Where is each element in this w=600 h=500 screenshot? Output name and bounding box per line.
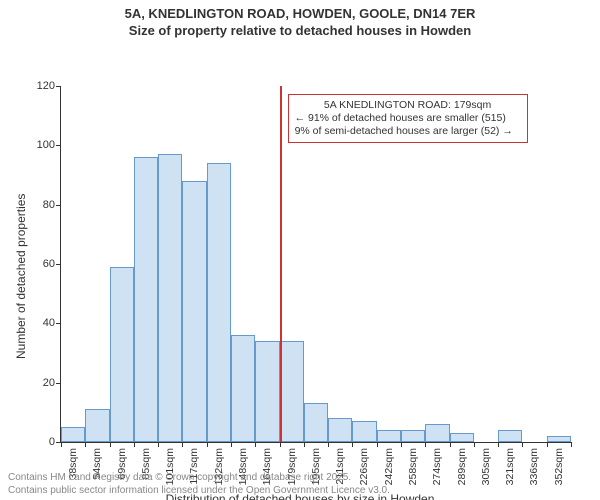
footer-line-1: Contains HM Land Registry data © Crown c… xyxy=(8,472,390,485)
x-tick xyxy=(498,442,499,447)
histogram-bar xyxy=(450,433,474,442)
x-tick xyxy=(255,442,256,447)
histogram-bar xyxy=(134,157,158,442)
footer-line-2: Contains public sector information licen… xyxy=(8,485,390,498)
y-tick-label: 100 xyxy=(37,139,61,151)
histogram-bar xyxy=(255,341,279,442)
x-tick xyxy=(304,442,305,447)
histogram-bar xyxy=(377,430,401,442)
callout-line: ← 91% of detached houses are smaller (51… xyxy=(295,112,521,125)
y-axis-label: Number of detached properties xyxy=(14,194,28,359)
x-tick-label: 289sqm xyxy=(456,448,468,485)
x-tick xyxy=(61,442,62,447)
attribution-footer: Contains HM Land Registry data © Crown c… xyxy=(8,472,390,497)
y-tick-label: 40 xyxy=(43,317,61,329)
x-tick xyxy=(571,442,572,447)
histogram-bar xyxy=(158,154,182,442)
x-tick-label: 258sqm xyxy=(407,448,419,485)
histogram-bar xyxy=(352,421,376,442)
x-tick xyxy=(401,442,402,447)
x-tick xyxy=(110,442,111,447)
x-tick xyxy=(352,442,353,447)
title-line-1: 5A, KNEDLINGTON ROAD, HOWDEN, GOOLE, DN1… xyxy=(0,6,600,21)
histogram-bar xyxy=(401,430,425,442)
x-tick-label: 274sqm xyxy=(431,448,443,485)
x-tick-label: 336sqm xyxy=(528,448,540,485)
y-tick-label: 120 xyxy=(37,80,61,92)
x-tick xyxy=(474,442,475,447)
x-tick xyxy=(231,442,232,447)
x-tick xyxy=(207,442,208,447)
histogram-bar xyxy=(547,436,571,442)
histogram-bar xyxy=(231,335,255,442)
histogram-bar xyxy=(280,341,304,442)
y-tick-label: 0 xyxy=(49,436,61,448)
histogram-bar xyxy=(61,427,85,442)
x-tick xyxy=(547,442,548,447)
x-tick-label: 352sqm xyxy=(553,448,565,485)
title-line-2: Size of property relative to detached ho… xyxy=(0,23,600,38)
x-tick xyxy=(158,442,159,447)
histogram-bar xyxy=(182,181,206,442)
histogram-bar xyxy=(498,430,522,442)
x-tick xyxy=(450,442,451,447)
x-tick xyxy=(425,442,426,447)
histogram-bar xyxy=(207,163,231,442)
callout-line: 5A KNEDLINGTON ROAD: 179sqm xyxy=(295,99,521,112)
property-marker-line xyxy=(280,86,282,442)
callout-line: 9% of semi-detached houses are larger (5… xyxy=(295,125,521,138)
x-tick-label: 305sqm xyxy=(480,448,492,485)
property-callout: 5A KNEDLINGTON ROAD: 179sqm← 91% of deta… xyxy=(288,94,528,143)
plot-area: 02040608010012038sqm54sqm69sqm85sqm101sq… xyxy=(60,86,571,443)
x-tick xyxy=(134,442,135,447)
x-tick-label: 321sqm xyxy=(504,448,516,485)
histogram-bar xyxy=(110,267,134,442)
histogram-bar xyxy=(304,403,328,442)
histogram-bar xyxy=(328,418,352,442)
x-tick xyxy=(522,442,523,447)
chart-titles: 5A, KNEDLINGTON ROAD, HOWDEN, GOOLE, DN1… xyxy=(0,6,600,38)
x-tick xyxy=(280,442,281,447)
x-tick xyxy=(328,442,329,447)
y-tick-label: 60 xyxy=(43,258,61,270)
y-tick-label: 80 xyxy=(43,199,61,211)
y-tick-label: 20 xyxy=(43,377,61,389)
x-tick xyxy=(182,442,183,447)
x-tick xyxy=(85,442,86,447)
histogram-bar xyxy=(425,424,449,442)
histogram-bar xyxy=(85,409,109,442)
x-tick xyxy=(377,442,378,447)
